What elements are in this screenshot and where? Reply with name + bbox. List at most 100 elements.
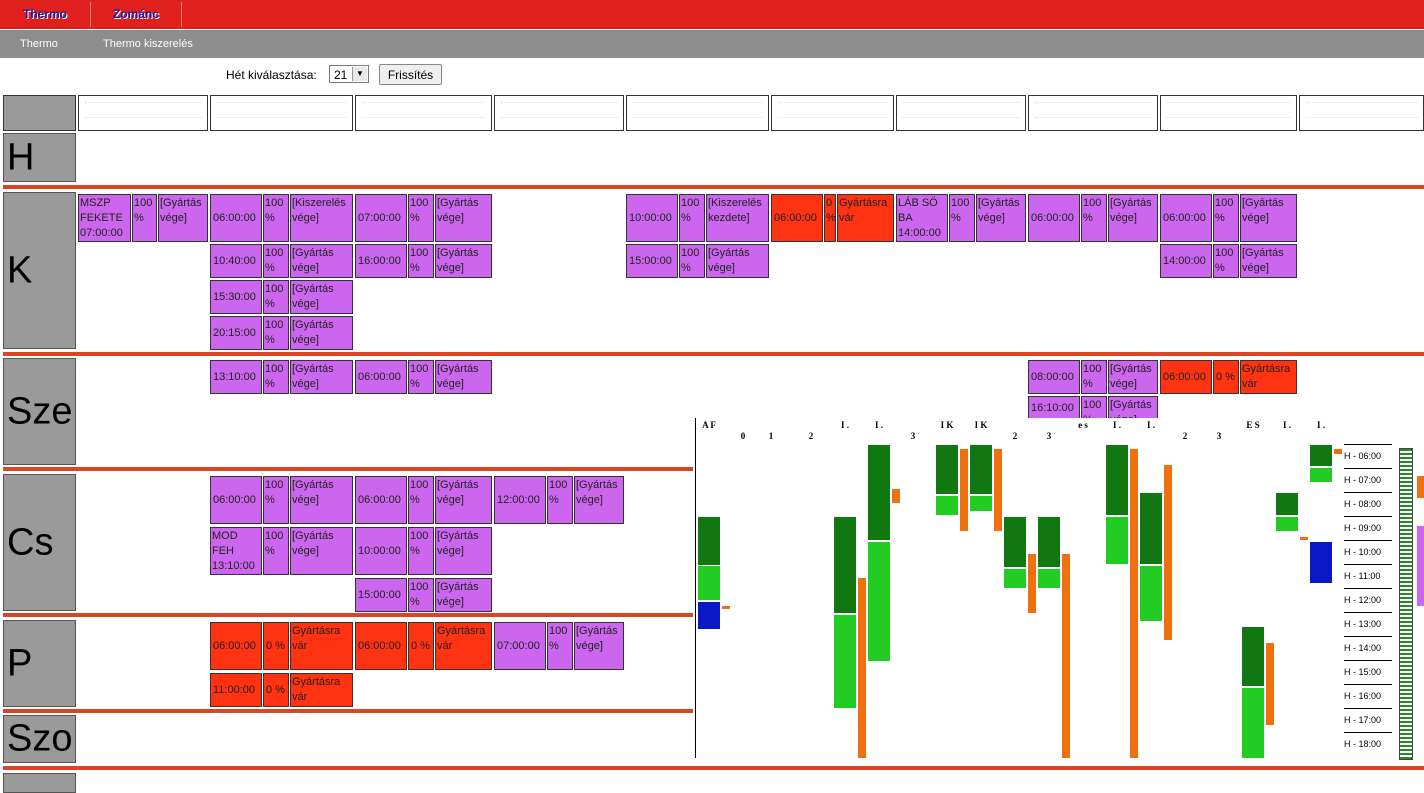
hour-label: H - 18:00	[1344, 739, 1382, 749]
chart-column-label: 3	[1216, 431, 1222, 441]
schedule-cell-status: [Gyártás vége]	[290, 316, 353, 350]
chart-column-label: A F	[702, 420, 716, 430]
row-separator	[3, 709, 693, 713]
chart-bar	[1062, 554, 1070, 758]
top-tab-bar: Thermo Zománc	[0, 0, 1424, 29]
subnav-item-thermo[interactable]: Thermo	[20, 38, 58, 50]
schedule-cell-time[interactable]: 13:10:00	[210, 360, 262, 394]
hour-label: H - 11:00	[1344, 571, 1381, 581]
schedule-cell-time[interactable]: 16:00:00	[355, 244, 407, 278]
day-label-k: K	[3, 192, 76, 349]
week-select-value: 21	[334, 68, 348, 82]
chart-bar	[1310, 542, 1332, 583]
schedule-cell-time[interactable]: 11:00:00	[210, 673, 262, 707]
schedule-cell-time[interactable]: MOD FEH 13:10:00	[210, 527, 262, 575]
chart-bar	[1310, 445, 1332, 466]
schedule-cell-time[interactable]: 15:00:00	[626, 244, 678, 278]
hour-gridline	[1344, 612, 1392, 613]
chart-bar	[1004, 517, 1026, 567]
schedule-cell-time[interactable]: 07:00:00	[494, 622, 546, 670]
schedule-cell-time[interactable]: 16:10:00	[1028, 396, 1080, 420]
hour-label: H - 13:00	[1344, 619, 1382, 629]
subnav-item-thermo-kiszereles[interactable]: Thermo kiszerelés	[103, 38, 193, 50]
refresh-button[interactable]: Frissítés	[379, 64, 442, 85]
chart-bar	[1106, 517, 1128, 564]
schedule-cell-status: Gyártásra vár	[837, 194, 894, 242]
chart-bar	[868, 542, 890, 661]
chart-bar	[1242, 688, 1264, 758]
schedule-cell-time[interactable]: 20:15:00	[210, 316, 262, 350]
schedule-cell-percent: 100 %	[547, 622, 573, 670]
row-separator	[3, 185, 1424, 189]
hour-label: H - 06:00	[1344, 451, 1382, 461]
schedule-cell-time[interactable]: 06:00:00	[1160, 194, 1212, 242]
schedule-cell-percent: 100 %	[132, 194, 157, 242]
chart-bar	[698, 517, 720, 565]
column-header	[210, 95, 353, 131]
schedule-cell-time[interactable]: 10:40:00	[210, 244, 262, 278]
hour-label: H - 07:00	[1344, 475, 1382, 485]
chart-bar	[970, 445, 992, 494]
chart-bar	[698, 566, 720, 600]
chart-bar	[1038, 569, 1060, 588]
schedule-cell-percent: 100 %	[263, 194, 289, 242]
chart-column-label: 2	[1182, 431, 1188, 441]
schedule-cell-time[interactable]: 15:30:00	[210, 280, 262, 314]
chart-column-label: I .	[1112, 420, 1121, 430]
schedule-cell-percent: 100 %	[263, 280, 289, 314]
chart-bar	[960, 449, 968, 531]
schedule-cell-percent: 0 %	[263, 673, 289, 707]
schedule-cell-status: [Gyártás vége]	[435, 527, 492, 575]
schedule-cell-status: [Gyártás vége]	[435, 476, 492, 524]
chart-bar	[1140, 566, 1162, 621]
schedule-cell-time[interactable]: 10:00:00	[626, 194, 678, 242]
chart-column-label: I .	[1316, 420, 1325, 430]
week-select-label: Hét kiválasztása:	[226, 68, 317, 82]
schedule-cell-time[interactable]: 07:00:00	[355, 194, 407, 242]
day-label-next	[3, 773, 76, 793]
schedule-cell-time[interactable]: 15:00:00	[355, 578, 407, 612]
schedule-cell-time[interactable]: 06:00:00	[355, 622, 407, 670]
tab-zomanc[interactable]: Zománc	[91, 2, 182, 27]
schedule-cell-time[interactable]: 06:00:00	[210, 194, 262, 242]
schedule-cell-time[interactable]: 12:00:00	[494, 476, 546, 524]
schedule-cell-time[interactable]: LÁB SÖ BA 14:00:00	[896, 194, 948, 242]
schedule-cell-time[interactable]: 08:00:00	[1028, 360, 1080, 394]
column-header	[1160, 95, 1297, 131]
chart-bar	[834, 517, 856, 613]
chevron-down-icon[interactable]: ▼	[352, 67, 367, 81]
chart-column-label: 0	[740, 431, 746, 441]
schedule-cell-time[interactable]: 06:00:00	[1160, 360, 1212, 394]
chart-bar	[722, 606, 730, 609]
schedule-cell-time[interactable]: 10:00:00	[355, 527, 407, 575]
schedule-cell-percent: 100 %	[408, 527, 434, 575]
chart-bar	[936, 445, 958, 494]
chart-column-label: 2	[1012, 431, 1018, 441]
schedule-cell-time[interactable]: 06:00:00	[355, 360, 407, 394]
schedule-cell-time[interactable]: 06:00:00	[210, 476, 262, 524]
day-label-p: P	[3, 620, 76, 707]
tab-thermo[interactable]: Thermo	[0, 2, 91, 27]
chart-bar	[1242, 627, 1264, 686]
schedule-cell-time[interactable]: MSZP FEKETE 07:00:00	[78, 194, 131, 242]
schedule-cell-time[interactable]: 14:00:00	[1160, 244, 1212, 278]
schedule-cell-time[interactable]: 06:00:00	[771, 194, 823, 242]
hour-label: H - 15:00	[1344, 667, 1382, 677]
schedule-cell-percent: 100 %	[1081, 194, 1107, 242]
chart-bar	[1106, 445, 1128, 515]
column-header	[626, 95, 769, 131]
column-header	[1299, 95, 1424, 131]
schedule-cell-percent: 100 %	[679, 244, 705, 278]
hour-gridline	[1344, 540, 1392, 541]
progress-stripe-scale	[1399, 448, 1413, 760]
schedule-cell-time[interactable]: 06:00:00	[210, 622, 262, 670]
week-select[interactable]: 21 ▼	[329, 65, 369, 83]
chart-bar	[994, 449, 1002, 531]
schedule-cell-percent: 100 %	[408, 578, 434, 612]
column-header	[771, 95, 894, 131]
schedule-cell-time[interactable]: 06:00:00	[355, 476, 407, 524]
chart-bar	[892, 489, 900, 503]
schedule-cell-time[interactable]: 06:00:00	[1028, 194, 1080, 242]
column-header	[896, 95, 1026, 131]
hour-label: H - 14:00	[1344, 643, 1382, 653]
